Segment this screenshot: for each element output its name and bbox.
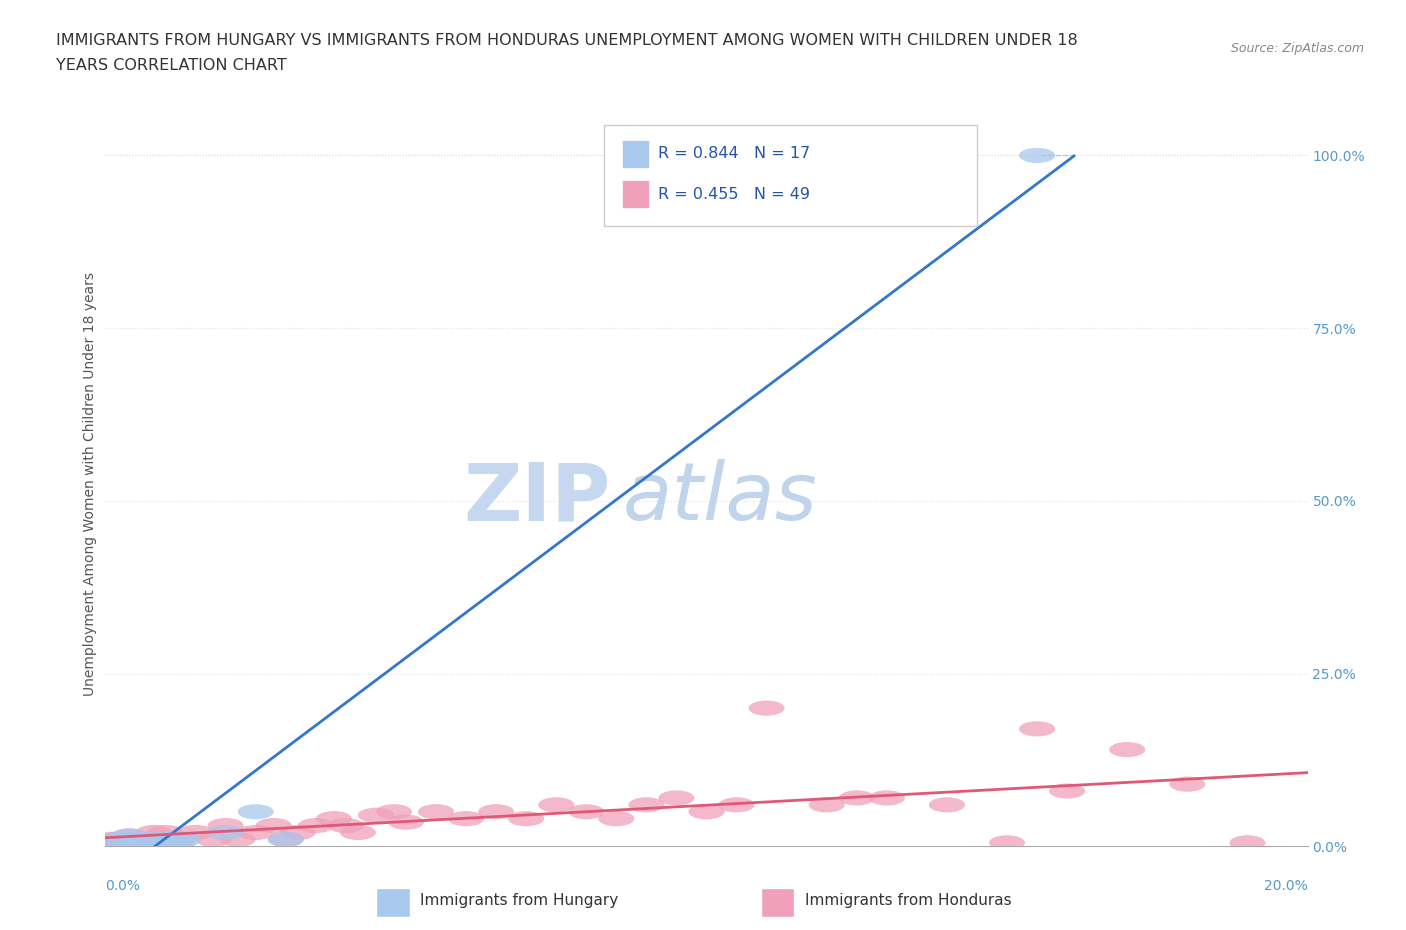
Ellipse shape bbox=[449, 811, 484, 826]
Ellipse shape bbox=[1229, 835, 1265, 850]
Text: YEARS CORRELATION CHART: YEARS CORRELATION CHART bbox=[56, 58, 287, 73]
Ellipse shape bbox=[599, 811, 634, 826]
Ellipse shape bbox=[166, 831, 201, 847]
Ellipse shape bbox=[124, 831, 159, 847]
Ellipse shape bbox=[280, 825, 316, 840]
Ellipse shape bbox=[118, 831, 153, 847]
Ellipse shape bbox=[929, 797, 965, 813]
Text: atlas: atlas bbox=[623, 459, 817, 538]
Ellipse shape bbox=[148, 835, 184, 850]
Text: Immigrants from Honduras: Immigrants from Honduras bbox=[806, 893, 1012, 909]
Ellipse shape bbox=[135, 835, 172, 850]
FancyBboxPatch shape bbox=[605, 125, 977, 226]
Ellipse shape bbox=[100, 831, 135, 847]
Ellipse shape bbox=[129, 831, 166, 847]
Ellipse shape bbox=[111, 829, 148, 844]
Ellipse shape bbox=[105, 835, 142, 850]
Text: R = 0.844   N = 17: R = 0.844 N = 17 bbox=[658, 146, 811, 161]
FancyBboxPatch shape bbox=[375, 887, 409, 917]
Ellipse shape bbox=[153, 831, 190, 847]
Y-axis label: Unemployment Among Women with Children Under 18 years: Unemployment Among Women with Children U… bbox=[83, 272, 97, 696]
Ellipse shape bbox=[375, 804, 412, 819]
Ellipse shape bbox=[129, 831, 166, 847]
Ellipse shape bbox=[1109, 742, 1146, 757]
Ellipse shape bbox=[388, 815, 425, 830]
Text: ZIP: ZIP bbox=[463, 459, 610, 538]
Ellipse shape bbox=[159, 835, 195, 850]
Ellipse shape bbox=[93, 831, 129, 847]
Text: 0.0%: 0.0% bbox=[105, 879, 141, 893]
Ellipse shape bbox=[689, 804, 724, 819]
Ellipse shape bbox=[1049, 783, 1085, 799]
Text: R = 0.455   N = 49: R = 0.455 N = 49 bbox=[658, 187, 810, 202]
Ellipse shape bbox=[93, 835, 129, 850]
Ellipse shape bbox=[267, 831, 304, 847]
Text: 20.0%: 20.0% bbox=[1264, 879, 1308, 893]
Ellipse shape bbox=[359, 807, 394, 823]
Ellipse shape bbox=[869, 790, 905, 805]
Text: Immigrants from Hungary: Immigrants from Hungary bbox=[420, 893, 619, 909]
Ellipse shape bbox=[177, 825, 214, 840]
Ellipse shape bbox=[298, 818, 333, 833]
Ellipse shape bbox=[105, 835, 142, 850]
FancyBboxPatch shape bbox=[623, 140, 648, 168]
FancyBboxPatch shape bbox=[761, 887, 794, 917]
Ellipse shape bbox=[159, 831, 195, 847]
Ellipse shape bbox=[340, 825, 375, 840]
Ellipse shape bbox=[111, 829, 148, 844]
Ellipse shape bbox=[256, 818, 292, 833]
Ellipse shape bbox=[142, 831, 177, 847]
Text: Source: ZipAtlas.com: Source: ZipAtlas.com bbox=[1230, 42, 1364, 55]
Ellipse shape bbox=[148, 825, 184, 840]
Ellipse shape bbox=[135, 825, 172, 840]
Ellipse shape bbox=[628, 797, 665, 813]
Ellipse shape bbox=[568, 804, 605, 819]
Ellipse shape bbox=[316, 811, 352, 826]
Ellipse shape bbox=[478, 804, 515, 819]
Ellipse shape bbox=[1019, 148, 1054, 163]
FancyBboxPatch shape bbox=[623, 180, 648, 208]
Ellipse shape bbox=[100, 831, 135, 847]
Ellipse shape bbox=[238, 804, 274, 819]
Ellipse shape bbox=[328, 818, 364, 833]
Ellipse shape bbox=[118, 835, 153, 850]
Ellipse shape bbox=[839, 790, 875, 805]
Ellipse shape bbox=[1019, 722, 1054, 737]
Ellipse shape bbox=[124, 835, 159, 850]
Ellipse shape bbox=[538, 797, 574, 813]
Ellipse shape bbox=[267, 831, 304, 847]
Text: IMMIGRANTS FROM HUNGARY VS IMMIGRANTS FROM HONDURAS UNEMPLOYMENT AMONG WOMEN WIT: IMMIGRANTS FROM HUNGARY VS IMMIGRANTS FR… bbox=[56, 33, 1078, 47]
Ellipse shape bbox=[418, 804, 454, 819]
Ellipse shape bbox=[208, 818, 243, 833]
Ellipse shape bbox=[195, 831, 232, 847]
Ellipse shape bbox=[718, 797, 755, 813]
Ellipse shape bbox=[748, 700, 785, 716]
Ellipse shape bbox=[142, 831, 177, 847]
Ellipse shape bbox=[988, 835, 1025, 850]
Ellipse shape bbox=[808, 797, 845, 813]
Ellipse shape bbox=[658, 790, 695, 805]
Ellipse shape bbox=[219, 831, 256, 847]
Ellipse shape bbox=[508, 811, 544, 826]
Ellipse shape bbox=[1170, 777, 1205, 791]
Ellipse shape bbox=[208, 825, 243, 840]
Ellipse shape bbox=[238, 825, 274, 840]
Ellipse shape bbox=[153, 831, 190, 847]
